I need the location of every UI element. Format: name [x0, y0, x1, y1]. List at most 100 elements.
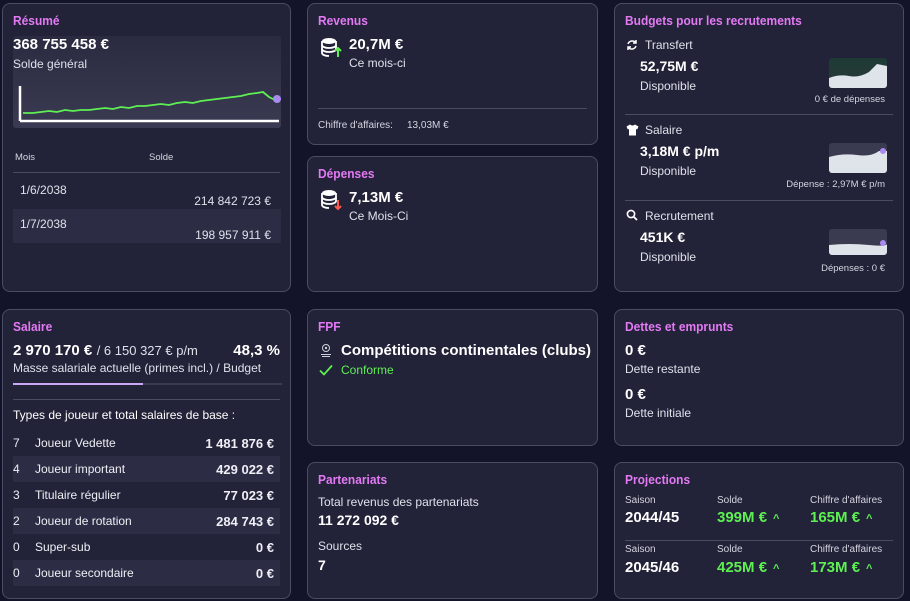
projection-balance-value: 399M € — [717, 509, 768, 526]
type-name: Super-sub — [35, 540, 91, 554]
revenus-period: Ce mois-ci — [349, 56, 406, 70]
chart-current-point[interactable] — [273, 95, 281, 103]
fpf-card[interactable]: FPF Compétitions continentales (clubs) C… — [307, 309, 598, 446]
budget-amount: 3,18M € p/m — [640, 143, 720, 159]
type-value: 0 € — [255, 565, 274, 581]
table-row[interactable]: 1/6/2038 214 842 723 € — [13, 175, 281, 209]
budget-status: Disponible — [640, 164, 697, 178]
partenariats-sources-value: 7 — [318, 557, 326, 573]
partenariats-total-label: Total revenus des partenariats — [318, 495, 479, 509]
type-name: Joueur secondaire — [35, 566, 134, 580]
resume-label-overlay: Solde général — [13, 57, 88, 71]
player-type-row[interactable]: 0 Super-sub 0 € — [13, 534, 280, 560]
type-count: 7 — [13, 436, 20, 450]
competition-trophy-icon — [321, 344, 331, 357]
type-name: Joueur Vedette — [35, 436, 116, 450]
fpf-competition: Compétitions continentales (clubs) — [341, 342, 592, 359]
budget-amount: 52,75M € — [640, 58, 699, 74]
type-count: 0 — [13, 566, 20, 580]
salaire-card: Salaire 2 970 170 € / 6 150 327 € p/m 48… — [2, 309, 291, 599]
budget-status: Disponible — [640, 250, 697, 264]
projection-row[interactable]: Saison 2045/46 Solde 425M € ^ Chiffre d'a… — [615, 541, 903, 589]
table-row[interactable]: 1/7/2038 198 957 911 € — [13, 209, 281, 243]
projection-revenue-value: 165M € — [810, 509, 861, 526]
partenariats-title: Partenariats — [318, 472, 388, 487]
type-name: Titulaire régulier — [35, 488, 121, 502]
row-balance: 214 842 723 € — [194, 194, 271, 208]
depenses-card[interactable]: Dépenses 7,13M € Ce Mois-Ci — [307, 156, 598, 292]
budgets-divider — [625, 200, 893, 201]
player-type-row[interactable]: 2 Joueur de rotation 284 743 € — [13, 508, 280, 534]
budget-label: Salaire — [645, 123, 683, 137]
partenariats-card[interactable]: Partenariats Total revenus des partenari… — [307, 462, 598, 599]
player-type-row[interactable]: 4 Joueur important 429 022 € — [13, 456, 280, 482]
budget-salaire[interactable]: Salaire 3,18M € p/m Disponible Dépense :… — [615, 117, 903, 197]
depenses-period: Ce Mois-Ci — [349, 209, 409, 223]
salaire-label: Masse salariale actuelle (primes incl.) … — [13, 361, 262, 375]
budgets-card: Budgets pour les recrutements Transfert … — [614, 3, 904, 292]
type-count: 2 — [13, 514, 20, 528]
budget-amount: 451K € — [640, 229, 686, 245]
salaire-progress-fill — [13, 383, 143, 385]
player-type-row[interactable]: 7 Joueur Vedette 1 481 876 € — [13, 430, 280, 456]
arrow-up-icon: ^ — [866, 513, 873, 525]
budget-note: 0 € de dépenses — [814, 94, 885, 105]
table-header-balance: Solde — [149, 152, 174, 163]
arrow-up-icon: ^ — [773, 563, 780, 575]
player-type-row[interactable]: 0 Joueur secondaire 0 € — [13, 560, 280, 586]
revenus-amount: 20,7M € — [349, 36, 404, 53]
revenus-card[interactable]: Revenus 20,7M € Ce mois-ci Chiffre d'aff… — [307, 3, 598, 145]
projection-revenue-value: 173M € — [810, 559, 861, 576]
projection-balance: 399M € ^ — [717, 509, 779, 526]
budget-recrutement[interactable]: Recrutement 451K € Disponible Dépenses :… — [615, 203, 903, 283]
salaire-percent: 48,3 % — [233, 342, 280, 359]
projections-divider — [625, 540, 893, 541]
resume-title: Résumé — [13, 13, 60, 28]
depenses-amount: 7,13M € — [349, 189, 404, 206]
revenus-divider — [318, 108, 587, 109]
check-icon — [319, 364, 333, 376]
revenus-ca-value: 13,03M € — [407, 120, 449, 131]
budget-note: Dépenses : 0 € — [821, 263, 885, 274]
coins-down-icon — [321, 190, 342, 211]
row-balance: 198 957 911 € — [195, 228, 271, 242]
col-label-balance: Solde — [717, 495, 743, 506]
type-value: 0 € — [255, 539, 274, 555]
fpf-status: Conforme — [341, 363, 394, 377]
budget-label: Transfert — [645, 38, 693, 52]
resume-amount-overlay: 368 755 458 € — [13, 36, 109, 53]
player-type-row[interactable]: 3 Titulaire régulier 77 023 € — [13, 482, 280, 508]
dette-initiale-label: Dette initiale — [625, 406, 692, 420]
balance-line — [23, 91, 276, 114]
projection-row[interactable]: Saison 2044/45 Solde 399M € ^ Chiffre d'a… — [615, 491, 903, 539]
type-name: Joueur de rotation — [35, 514, 132, 528]
arrow-up-icon: ^ — [866, 563, 873, 575]
salaire-progress-track — [13, 383, 282, 385]
types-header: Types de joueur et total salaires de bas… — [13, 408, 236, 422]
type-value: 429 022 € — [216, 461, 274, 477]
type-value: 77 023 € — [223, 487, 274, 503]
refresh-icon — [627, 40, 637, 50]
projection-revenue: 173M € ^ — [810, 559, 872, 576]
col-label-revenue: Chiffre d'affaires — [810, 495, 883, 506]
projection-balance-value: 425M € — [717, 559, 768, 576]
row-month: 1/7/2038 — [20, 217, 67, 231]
resume-table-divider — [13, 172, 280, 173]
budget-label: Recrutement — [645, 209, 714, 223]
type-value: 284 743 € — [216, 513, 274, 529]
budget-sparkline — [829, 143, 887, 173]
partenariats-sources-label: Sources — [318, 539, 363, 553]
dette-restante-amount: 0 € — [625, 342, 646, 359]
salaire-summary: 2 970 170 € / 6 150 327 € p/m — [13, 342, 198, 360]
col-label-revenue: Chiffre d'affaires — [810, 544, 883, 555]
partenariats-total-value: 11 272 092 € — [318, 512, 399, 528]
budget-note: Dépense : 2,97M € p/m — [786, 179, 885, 190]
shirt-icon — [626, 124, 639, 136]
projections-title: Projections — [625, 472, 691, 487]
projection-revenue: 165M € ^ — [810, 509, 872, 526]
dettes-card: Dettes et emprunts 0 € Dette restante 0 … — [614, 309, 904, 446]
budget-status: Disponible — [640, 79, 697, 93]
budget-transfert[interactable]: Transfert 52,75M € Disponible 0 € de dép… — [615, 32, 903, 112]
balance-chart[interactable] — [13, 36, 281, 128]
budgets-title: Budgets pour les recrutements — [625, 13, 802, 28]
